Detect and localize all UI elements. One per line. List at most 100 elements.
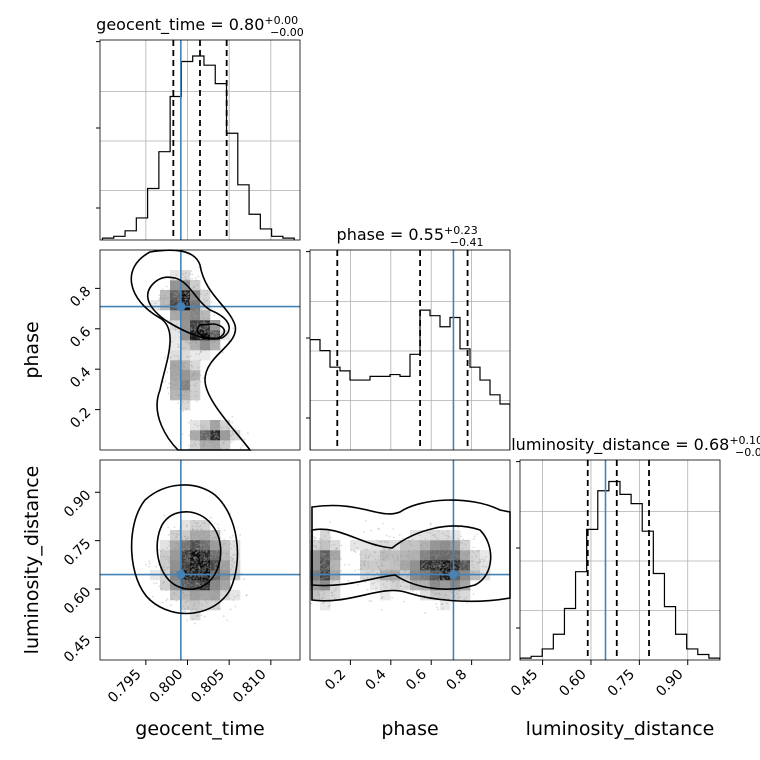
sample-point: [203, 547, 206, 550]
sample-point: [175, 286, 178, 289]
sample-point: [187, 570, 189, 573]
sample-point: [437, 585, 440, 588]
sample-point: [170, 395, 172, 398]
sample-point: [183, 319, 186, 322]
density-cell: [430, 540, 441, 551]
sample-point: [189, 594, 192, 597]
sample-point: [170, 604, 172, 607]
sample-point: [376, 572, 379, 575]
sample-point: [219, 607, 221, 610]
sample-point: [416, 562, 419, 565]
sample-point: [211, 531, 214, 533]
density-cell: [320, 560, 331, 571]
sample-point: [435, 575, 438, 578]
density-panel-phase-luminosity_distance: [304, 460, 510, 660]
sample-point: [207, 567, 210, 570]
sample-point: [458, 555, 461, 557]
sample-point: [322, 602, 325, 605]
sample-point: [213, 584, 216, 587]
sample-point: [429, 580, 431, 582]
sample-point: [199, 433, 202, 436]
density-cell: [170, 550, 181, 561]
sample-point: [190, 335, 193, 337]
sample-point: [192, 560, 195, 563]
sample-point: [485, 566, 487, 568]
sample-point: [365, 557, 367, 559]
sample-point: [437, 551, 440, 554]
sample-point: [201, 593, 204, 596]
sample-point: [315, 561, 318, 564]
sample-point: [174, 365, 177, 368]
x-axis-label-luminosity_distance: luminosity_distance: [526, 718, 715, 740]
sample-point: [200, 321, 203, 324]
sample-point: [222, 565, 225, 568]
sample-point: [380, 562, 383, 565]
sample-point: [172, 309, 175, 312]
sample-point: [221, 351, 224, 353]
density-cell: [170, 280, 181, 291]
sample-point: [233, 562, 236, 565]
sample-point: [210, 552, 213, 554]
sample-point: [190, 319, 193, 322]
sample-point: [322, 553, 325, 556]
sample-point: [382, 548, 385, 550]
sample-point: [409, 563, 411, 565]
sample-point: [178, 394, 180, 397]
sample-point: [193, 372, 196, 375]
sample-point: [191, 365, 193, 367]
sample-point: [185, 619, 188, 621]
sample-point: [422, 563, 424, 566]
sample-point: [208, 341, 211, 343]
sample-point: [195, 552, 198, 555]
sample-point: [213, 441, 216, 444]
sample-point: [414, 570, 417, 573]
sample-point: [213, 430, 216, 433]
sample-point: [184, 278, 187, 281]
sample-point: [182, 379, 184, 382]
sample-point: [174, 546, 176, 549]
x-axis-label-phase: phase: [381, 718, 438, 740]
density-cell: [420, 540, 431, 551]
sample-point: [187, 555, 190, 558]
sample-point: [318, 577, 321, 580]
sample-point: [397, 557, 399, 560]
sample-point: [210, 439, 212, 442]
sample-point: [313, 553, 316, 556]
sample-point: [328, 541, 330, 543]
sample-point: [199, 585, 201, 587]
sample-point: [369, 553, 372, 556]
sample-point: [470, 577, 473, 580]
sample-point: [315, 580, 318, 583]
density-cell: [220, 540, 231, 551]
sample-point: [182, 549, 184, 552]
sample-point: [176, 355, 179, 357]
sample-point: [377, 559, 380, 561]
sample-point: [229, 437, 232, 440]
sample-point: [206, 331, 209, 334]
sample-point: [412, 568, 415, 571]
sample-point: [206, 346, 209, 349]
sample-point: [185, 524, 188, 527]
sample-point: [206, 597, 208, 600]
sample-point: [441, 555, 443, 558]
sample-point: [385, 568, 388, 571]
sample-point: [186, 384, 189, 387]
sample-point: [197, 601, 200, 604]
sample-point: [222, 442, 225, 445]
sample-point: [304, 560, 306, 562]
sample-point: [230, 547, 232, 550]
sample-point: [161, 601, 164, 604]
sample-point: [187, 343, 190, 345]
sample-point: [190, 551, 193, 553]
sample-point: [225, 585, 228, 588]
sample-point: [168, 367, 171, 370]
sample-point: [386, 580, 388, 582]
sample-point: [217, 587, 220, 590]
sample-point: [174, 571, 176, 574]
sample-point: [212, 530, 215, 533]
sample-point: [208, 577, 211, 579]
sample-point: [435, 525, 438, 528]
sample-point: [403, 600, 405, 603]
sample-point: [435, 564, 438, 567]
sample-point: [170, 364, 173, 367]
